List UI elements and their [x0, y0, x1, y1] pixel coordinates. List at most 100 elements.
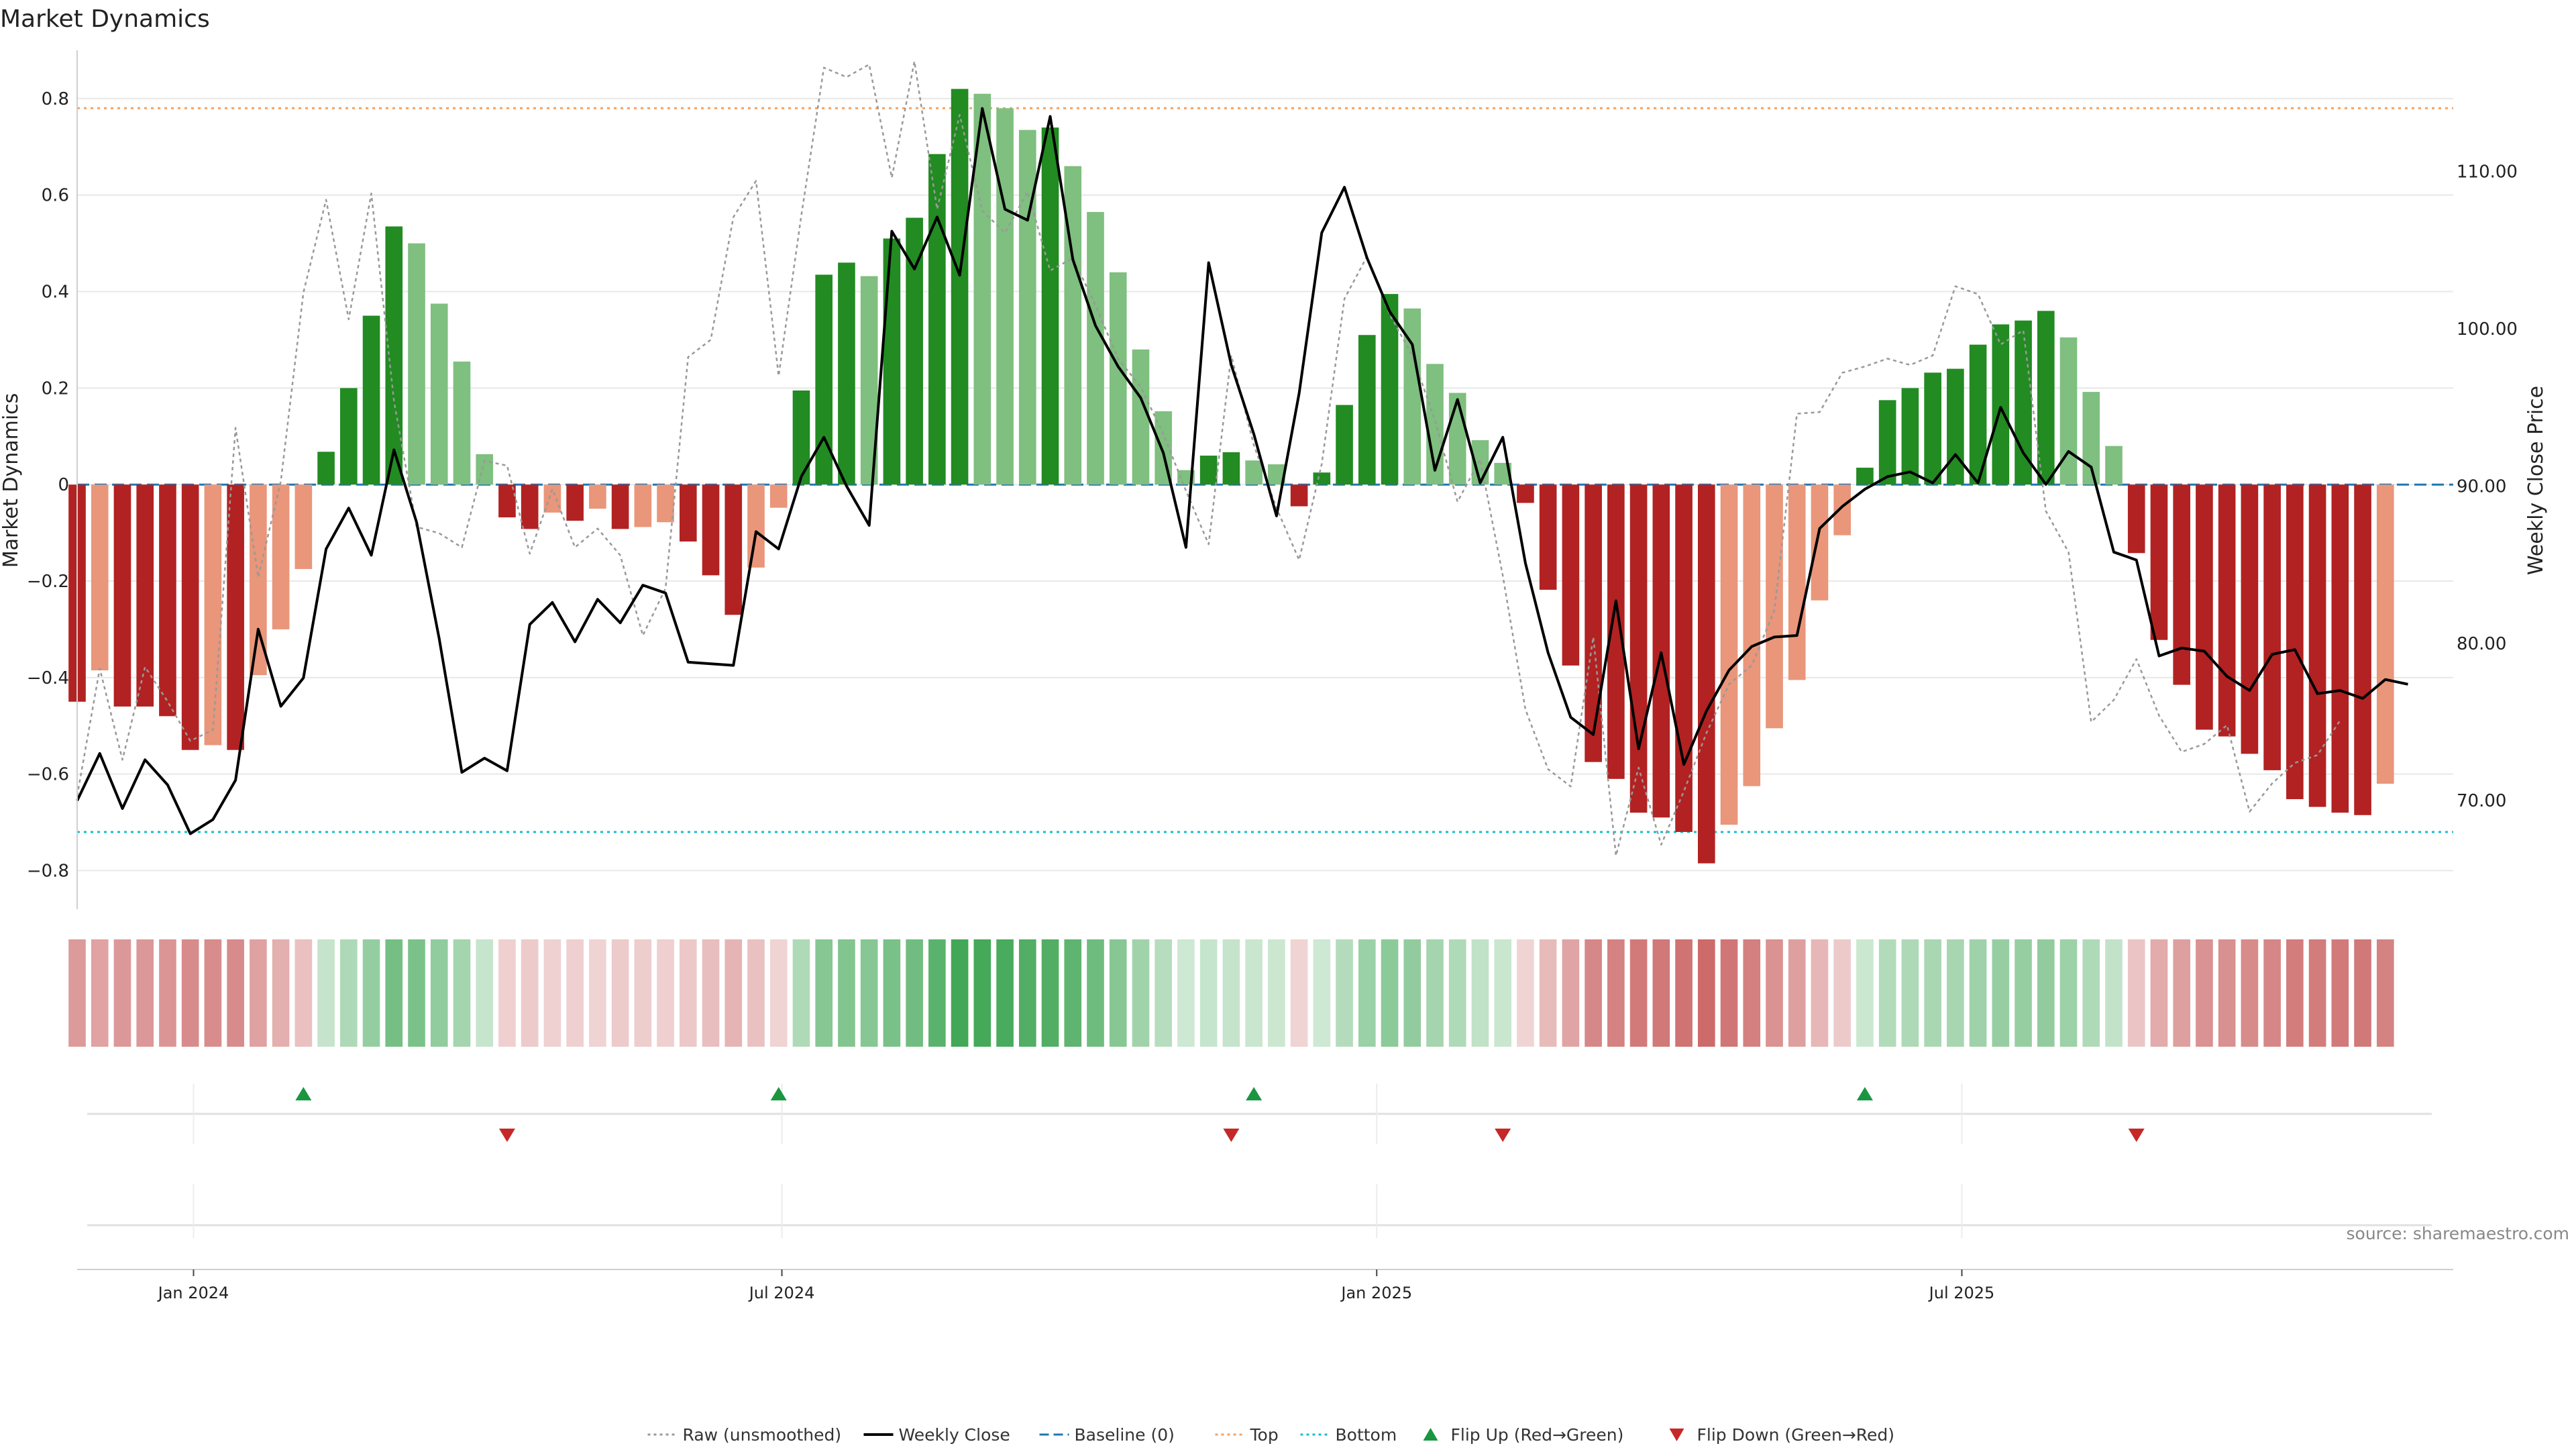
y2-tick-label: 100.00: [2457, 319, 2518, 340]
regime-cell: [1358, 939, 1376, 1047]
dynamics-bar: [2196, 484, 2213, 730]
regime-cell: [2331, 939, 2349, 1047]
regime-cell: [91, 939, 109, 1047]
regime-cell: [589, 939, 606, 1047]
dynamics-bar: [250, 484, 267, 676]
legend-item: Flip Down (Green→Red): [1669, 1425, 1895, 1445]
dynamics-bar: [1992, 324, 2010, 485]
dynamics-bar: [227, 484, 244, 750]
regime-cell: [838, 939, 855, 1047]
dynamics-bar: [2241, 484, 2259, 754]
regime-cell: [1245, 939, 1263, 1047]
regime-cell: [1199, 939, 1218, 1047]
dynamics-bar: [951, 89, 969, 485]
regime-cell: [543, 939, 561, 1047]
dynamics-bar: [498, 484, 516, 518]
y-axis-label: Market Dynamics: [0, 393, 23, 568]
flip-down-marker: [498, 1129, 515, 1142]
dynamics-bar: [2286, 484, 2304, 800]
x-tick-label: Jan 2024: [157, 1284, 229, 1302]
regime-cell: [1426, 939, 1444, 1047]
y2-tick-label: 90.00: [2457, 476, 2506, 497]
regime-cell: [272, 939, 290, 1047]
regime-cell: [1924, 939, 1941, 1047]
dynamics-bar: [1041, 127, 1059, 485]
dynamics-bar: [1788, 484, 1806, 680]
regime-cell: [1381, 939, 1399, 1047]
dynamics-bar: [2354, 484, 2371, 815]
dynamics-bar: [1720, 484, 1738, 825]
dynamics-bars: [68, 89, 2394, 864]
dynamics-bar: [792, 390, 810, 485]
dynamics-bar: [657, 484, 674, 523]
dynamics-bar: [1652, 484, 1670, 818]
regime-cell: [1878, 939, 1896, 1047]
legend-item: Bottom: [1300, 1425, 1397, 1445]
raw-unsmoothed-line: [76, 60, 2341, 857]
flip-up-marker: [295, 1087, 312, 1100]
regime-cell: [2150, 939, 2168, 1047]
regime-cell: [2354, 939, 2371, 1047]
dynamics-bar: [1290, 484, 1308, 507]
regime-cell: [2059, 939, 2078, 1047]
weekly-close-line: [76, 107, 2408, 835]
dynamics-bar: [747, 484, 765, 568]
regime-cell: [2082, 939, 2100, 1047]
regime-cell: [521, 939, 539, 1047]
regime-cell: [1177, 939, 1195, 1047]
regime-cell: [2196, 939, 2213, 1047]
regime-cell: [204, 939, 222, 1047]
regime-cell: [453, 939, 471, 1047]
dynamics-bar: [1539, 484, 1557, 590]
dynamics-bar: [1878, 400, 1896, 485]
legend-label: Flip Down (Green→Red): [1697, 1425, 1895, 1445]
dynamics-bar: [1856, 468, 1874, 485]
flip-markers: [87, 1084, 2432, 1238]
regime-cell: [2127, 939, 2145, 1047]
dynamics-bar: [679, 484, 697, 542]
dynamics-bar: [2150, 484, 2168, 640]
legend-label: Top: [1250, 1425, 1279, 1445]
dynamics-bar: [996, 108, 1014, 485]
regime-cell: [996, 939, 1014, 1047]
regime-cell: [679, 939, 697, 1047]
y2-axis-label: Weekly Close Price: [2524, 386, 2548, 575]
dynamics-bar: [702, 484, 720, 576]
regime-cell: [476, 939, 494, 1047]
regime-cell: [2105, 939, 2123, 1047]
legend-label: Flip Up (Red→Green): [1451, 1425, 1624, 1445]
regime-cell: [906, 939, 923, 1047]
y-tick-label: −0.6: [27, 765, 69, 785]
dynamics-bar: [1811, 484, 1829, 601]
regime-cell: [1766, 939, 1783, 1047]
dynamics-bar: [2015, 320, 2032, 485]
legend-swatch: [1423, 1428, 1438, 1441]
regime-cell: [1562, 939, 1580, 1047]
regime-cell: [1494, 939, 1512, 1047]
dynamics-bar: [1675, 484, 1693, 832]
regime-cell: [2308, 939, 2326, 1047]
regime-strip: [68, 939, 2394, 1047]
regime-cell: [1041, 939, 1059, 1047]
regime-cell: [566, 939, 584, 1047]
dynamics-bar: [317, 452, 335, 485]
dynamics-bar: [339, 388, 358, 485]
regime-cell: [1336, 939, 1353, 1047]
regime-cell: [1992, 939, 2010, 1047]
legend-label: Baseline (0): [1075, 1425, 1175, 1445]
regime-cell: [1675, 939, 1693, 1047]
regime-cell: [611, 939, 629, 1047]
regime-cell: [385, 939, 403, 1047]
dynamics-bar: [1087, 211, 1104, 485]
regime-cell: [1811, 939, 1829, 1047]
dynamics-bar: [385, 226, 403, 485]
reference-lines: [77, 107, 2453, 833]
x-tick-label: Jan 2025: [1340, 1284, 1412, 1302]
dynamics-bar: [1743, 484, 1761, 786]
regime-cell: [1969, 939, 1987, 1047]
regime-cell: [1652, 939, 1670, 1047]
regime-cell: [1132, 939, 1150, 1047]
regime-cell: [1087, 939, 1104, 1047]
price-lines: [76, 60, 2408, 857]
